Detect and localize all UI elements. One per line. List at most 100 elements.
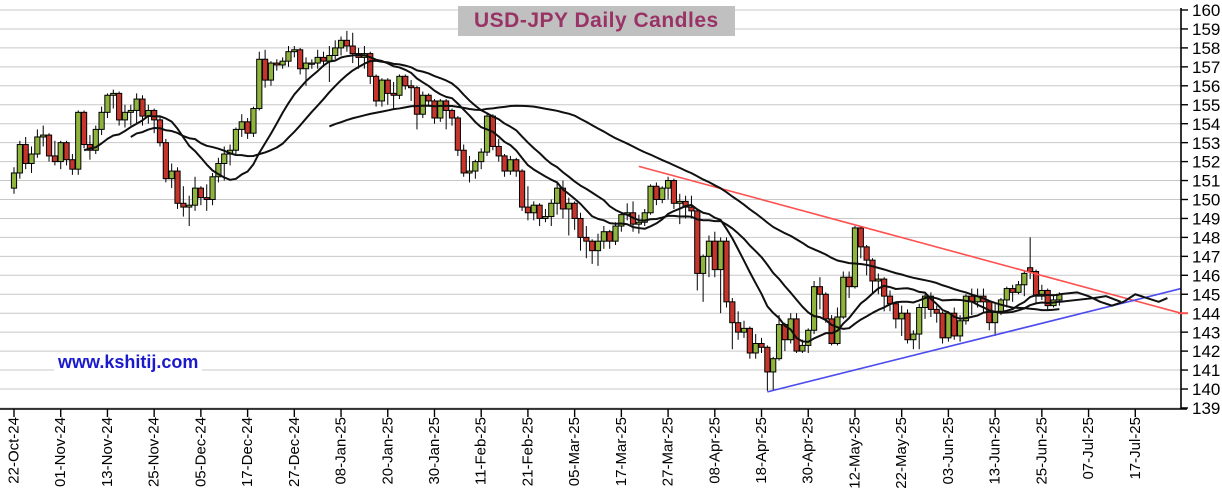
- candle: [694, 210, 701, 274]
- candle: [10, 172, 18, 189]
- candle: [162, 142, 169, 180]
- candle: [962, 295, 970, 322]
- moving-averages: [83, 54, 1168, 343]
- x-axis-label: 13-Nov-24: [99, 417, 116, 487]
- x-axis-label: 05-Mar-25: [566, 417, 583, 486]
- candle: [717, 240, 724, 271]
- candle: [805, 329, 812, 346]
- candle: [945, 312, 952, 339]
- candle: [676, 200, 683, 204]
- x-axis-label: 20-Jan-25: [379, 417, 396, 485]
- candle: [460, 149, 467, 174]
- x-axis-label: 25-Jun-25: [1033, 417, 1050, 485]
- candle: [583, 236, 590, 242]
- candle: [910, 333, 917, 341]
- candle: [297, 49, 304, 70]
- candle: [314, 56, 321, 64]
- candle: [367, 53, 374, 77]
- y-axis-label: 158: [1192, 39, 1220, 58]
- x-axis-label: 03-Jun-25: [940, 417, 957, 485]
- candle: [892, 303, 899, 320]
- medium-ma-projection: [1059, 295, 1122, 303]
- candle: [904, 312, 911, 341]
- candle: [857, 227, 864, 248]
- y-axis-label: 144: [1192, 304, 1220, 323]
- gridlines: [0, 9, 1181, 409]
- candle: [337, 39, 345, 49]
- candle: [536, 204, 543, 219]
- candle: [951, 312, 958, 337]
- candle: [723, 240, 730, 303]
- candle: [22, 144, 29, 164]
- candle: [1038, 289, 1045, 297]
- candle: [174, 170, 181, 204]
- candle: [308, 62, 315, 65]
- candle: [267, 62, 275, 81]
- candle: [191, 187, 199, 206]
- candle: [735, 322, 742, 333]
- candle: [700, 255, 707, 274]
- y-axis-label: 156: [1192, 77, 1220, 96]
- y-axis-label: 148: [1192, 229, 1220, 248]
- candle: [542, 216, 549, 219]
- candle: [472, 161, 479, 172]
- candle: [921, 295, 929, 309]
- candle: [641, 212, 648, 223]
- x-axis-label: 30-Jan-25: [426, 417, 443, 485]
- candle: [740, 327, 748, 333]
- y-axis-label: 157: [1192, 58, 1220, 77]
- candle: [507, 159, 514, 172]
- candle: [45, 134, 53, 157]
- x-axis-label: 17-Jul-25: [1127, 417, 1144, 480]
- candle: [688, 206, 695, 212]
- candle: [530, 204, 537, 214]
- y-axis-label: 160: [1192, 1, 1220, 20]
- y-axis-label: 139: [1192, 399, 1220, 418]
- candle: [764, 346, 771, 373]
- x-axis-label: 11-Feb-25: [473, 417, 490, 485]
- candle: [863, 246, 870, 261]
- candle: [448, 109, 456, 119]
- candle: [571, 202, 578, 219]
- watermark: www.kshitij.com: [54, 352, 203, 373]
- candle: [956, 320, 964, 337]
- x-axis-label: 17-Mar-25: [613, 417, 630, 486]
- candle: [28, 153, 35, 164]
- y-axis-label: 150: [1192, 191, 1220, 210]
- candle: [816, 286, 824, 295]
- candle: [466, 170, 473, 174]
- candles-layer: [10, 30, 1063, 391]
- candle: [875, 278, 882, 282]
- x-axis-label: 27-Mar-25: [660, 417, 677, 486]
- y-axis-label: 147: [1192, 247, 1220, 266]
- candle: [69, 159, 76, 170]
- candle: [664, 180, 672, 189]
- x-axis-label: 25-Nov-24: [146, 417, 163, 487]
- candle: [116, 92, 123, 121]
- candle: [378, 79, 386, 102]
- candle: [1027, 267, 1034, 273]
- x-axis-label: 21-Feb-25: [519, 417, 536, 486]
- candle: [1003, 288, 1010, 301]
- candle: [635, 221, 642, 225]
- candle: [215, 162, 222, 178]
- y-axis-label: 159: [1192, 20, 1220, 39]
- x-axis-label: 08-Jan-25: [333, 417, 350, 485]
- candle: [291, 49, 298, 53]
- candle: [51, 155, 58, 163]
- candle: [898, 312, 905, 320]
- candle: [916, 307, 923, 335]
- y-axis-label: 152: [1192, 153, 1220, 172]
- candle: [775, 324, 783, 360]
- candle: [75, 111, 82, 170]
- candle: [151, 109, 158, 121]
- falling-resistance-trendline: [638, 165, 1182, 314]
- y-axis-label: 149: [1192, 210, 1220, 229]
- candle: [758, 343, 765, 348]
- candle: [209, 176, 216, 200]
- x-axis-label: 07-Jul-25: [1080, 417, 1097, 480]
- candle: [16, 144, 23, 174]
- candle: [232, 128, 240, 151]
